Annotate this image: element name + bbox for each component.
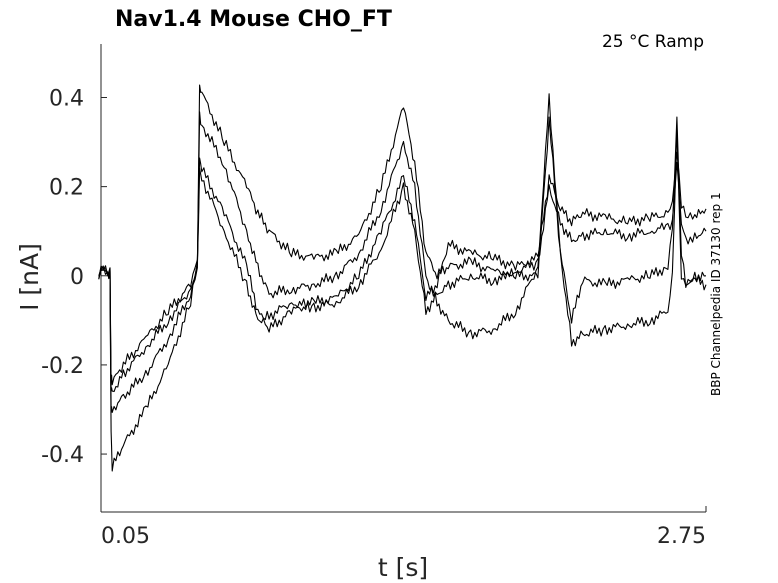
x-axis-label: t [s] bbox=[378, 553, 428, 582]
current-trace-1 bbox=[98, 84, 707, 472]
x-tick-label: 2.75 bbox=[657, 524, 706, 549]
x-ticks: 0.05 2.75 bbox=[100, 506, 707, 549]
y-tick-label: 0.4 bbox=[49, 86, 84, 111]
y-tick-label: -0.4 bbox=[41, 443, 84, 468]
y-ticks: -0.4 -0.2 0 0.2 0.4 bbox=[41, 86, 107, 468]
chart-title: Nav1.4 Mouse CHO_FT bbox=[115, 7, 392, 32]
y-tick-label: 0.2 bbox=[49, 176, 84, 201]
x-tick-label: 0.05 bbox=[101, 524, 150, 549]
current-traces bbox=[98, 84, 707, 472]
y-tick-label: 0 bbox=[70, 265, 84, 290]
current-trace-3 bbox=[98, 151, 707, 386]
current-trace-4 bbox=[98, 161, 707, 393]
channelpedia-id-label: BBP Channelpedia ID 37130 rep 1 bbox=[709, 192, 723, 396]
y-tick-label: -0.2 bbox=[41, 354, 84, 379]
condition-label: 25 °C Ramp bbox=[602, 32, 704, 52]
current-trace-2 bbox=[98, 93, 707, 414]
y-axis-label: I [nA] bbox=[15, 243, 44, 311]
